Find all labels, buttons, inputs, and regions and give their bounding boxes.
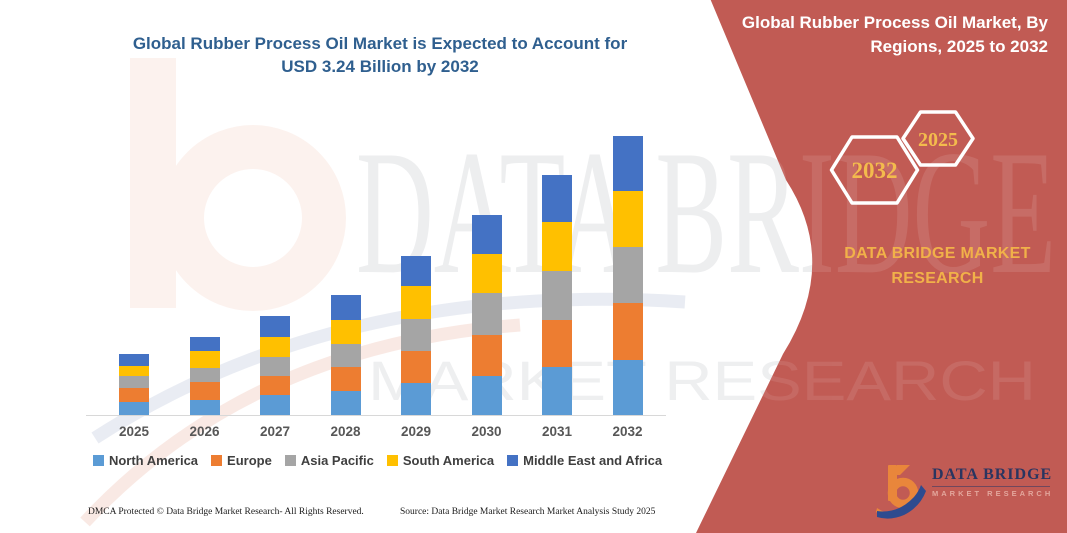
bar-segment-south-america-2029 xyxy=(401,286,431,319)
bar-segment-south-america-2026 xyxy=(189,350,220,368)
stacked-bar-2029 xyxy=(401,255,431,415)
side-panel-shape xyxy=(696,0,1067,533)
legend-label-asia-pacific: Asia Pacific xyxy=(300,453,374,468)
bar-segment-north-america-2028 xyxy=(330,390,361,415)
bar-segment-asia-pacific-2032 xyxy=(612,247,643,304)
legend-item-europe: Europe xyxy=(211,453,272,468)
legend-label-middle-east-and-africa: Middle East and Africa xyxy=(523,453,663,468)
brand-wordmark-panel: DATA BRIDGE MARKET RESEARCH xyxy=(835,241,1040,291)
bar-segment-middle-east-and-africa-2031 xyxy=(542,175,572,223)
bar-segment-north-america-2030 xyxy=(471,376,502,415)
bar-segment-middle-east-and-africa-2030 xyxy=(471,214,502,255)
bar-segment-asia-pacific-2025 xyxy=(119,376,149,389)
brand-wordmark-line1: DATA BRIDGE MARKET xyxy=(844,245,1031,262)
bar-segment-north-america-2025 xyxy=(119,402,149,415)
bar-segment-asia-pacific-2029 xyxy=(401,318,431,351)
bar-segment-europe-2030 xyxy=(471,335,502,377)
bar-segment-south-america-2025 xyxy=(119,366,149,377)
chart-title: Global Rubber Process Oil Market is Expe… xyxy=(70,32,690,78)
legend-label-europe: Europe xyxy=(227,453,272,468)
legend-item-middle-east-and-africa: Middle East and Africa xyxy=(507,453,662,468)
side-panel-title: Global Rubber Process Oil Market, By Reg… xyxy=(728,11,1048,59)
bar-segment-asia-pacific-2030 xyxy=(471,292,502,336)
stacked-bar-2032 xyxy=(612,136,643,415)
bar-segment-north-america-2032 xyxy=(612,360,643,415)
bar-segment-middle-east-and-africa-2027 xyxy=(260,316,290,337)
x-axis-labels: 2025 2026 2027 2028 2029 2030 2031 2032 xyxy=(85,424,670,444)
legend-item-south-america: South America xyxy=(386,453,495,468)
bar-segment-south-america-2031 xyxy=(542,222,572,272)
legend-item-north-america: North America xyxy=(92,453,199,468)
stacked-bar-2025 xyxy=(119,354,149,415)
year-hexagon-badges: 2032 2025 xyxy=(829,110,975,205)
bar-segment-north-america-2029 xyxy=(401,383,431,415)
hexagon-2032-label: 2032 xyxy=(852,158,898,183)
legend-swatch-south-america xyxy=(386,455,398,466)
hexagon-2025-label: 2025 xyxy=(918,129,958,151)
chart-title-line2: USD 3.24 Billion by 2032 xyxy=(281,57,479,76)
x-axis-label-2032: 2032 xyxy=(612,424,643,439)
x-axis-label-2031: 2031 xyxy=(541,424,573,439)
side-panel-title-line1: Global Rubber Process Oil Market, By xyxy=(741,13,1048,32)
x-axis-label-2027: 2027 xyxy=(259,424,291,439)
bar-segment-south-america-2028 xyxy=(330,320,361,344)
bar-segment-middle-east-and-africa-2028 xyxy=(330,294,361,321)
bar-segment-europe-2028 xyxy=(330,366,361,391)
brand-wordmark-line2: RESEARCH xyxy=(891,270,984,287)
bar-segment-middle-east-and-africa-2025 xyxy=(119,354,149,367)
bar-segment-europe-2027 xyxy=(260,376,290,396)
x-axis-label-2030: 2030 xyxy=(471,424,502,439)
bar-segment-asia-pacific-2026 xyxy=(189,367,220,383)
legend-label-north-america: North America xyxy=(108,453,199,468)
bar-segment-asia-pacific-2027 xyxy=(260,356,290,377)
chart-legend: North America Europe Asia Pacific South Ame… xyxy=(80,453,675,468)
bar-segment-europe-2026 xyxy=(189,382,220,400)
footer-copyright: DMCA Protected © Data Bridge Market Rese… xyxy=(88,507,364,517)
company-logo-words: DATA BRIDGE MARKET RESEARCH xyxy=(932,466,1054,498)
x-axis-line xyxy=(86,415,666,416)
bar-segment-asia-pacific-2031 xyxy=(542,271,572,320)
bar-segment-europe-2025 xyxy=(119,388,149,403)
bar-segment-north-america-2026 xyxy=(189,399,220,415)
bar-segment-europe-2029 xyxy=(401,350,431,384)
x-axis-label-2026: 2026 xyxy=(189,424,220,439)
side-panel-title-line2: Regions, 2025 to 2032 xyxy=(870,37,1048,56)
stacked-bar-2027 xyxy=(260,316,290,415)
watermark-b-logo-icon xyxy=(80,58,686,527)
bar-segment-south-america-2030 xyxy=(471,254,502,293)
bar-segment-north-america-2031 xyxy=(542,366,572,415)
x-axis-label-2028: 2028 xyxy=(330,424,361,439)
bar-segment-asia-pacific-2028 xyxy=(330,343,361,367)
stacked-bar-2028 xyxy=(330,294,361,415)
bar-segment-south-america-2027 xyxy=(260,336,290,357)
legend-swatch-europe xyxy=(211,455,223,466)
chart-title-line1: Global Rubber Process Oil Market is Expe… xyxy=(132,34,628,53)
legend-swatch-middle-east-and-africa xyxy=(507,455,519,466)
bar-chart-plot-area xyxy=(85,0,670,415)
bar-segment-south-america-2032 xyxy=(612,191,643,248)
legend-swatch-asia-pacific xyxy=(284,455,296,466)
stacked-bar-2030 xyxy=(471,214,502,415)
company-logo-name: DATA BRIDGE xyxy=(932,466,1051,487)
bar-segment-europe-2031 xyxy=(542,319,572,367)
bar-segment-europe-2032 xyxy=(612,303,643,360)
stacked-bar-2031 xyxy=(542,175,572,415)
bar-segment-middle-east-and-africa-2029 xyxy=(401,255,431,287)
bar-segment-middle-east-and-africa-2032 xyxy=(612,136,643,192)
x-axis-label-2025: 2025 xyxy=(118,424,150,439)
hexagon-2025-outline xyxy=(901,110,975,167)
legend-item-asia-pacific: Asia Pacific xyxy=(284,453,374,468)
company-logo-subtitle: MARKET RESEARCH xyxy=(932,489,1054,498)
bar-segment-middle-east-and-africa-2026 xyxy=(189,336,220,351)
hexagon-2032-outline xyxy=(829,135,920,205)
company-logo-icon xyxy=(876,465,926,519)
stacked-bar-2026 xyxy=(189,336,220,415)
x-axis-label-2029: 2029 xyxy=(400,424,432,439)
legend-swatch-north-america xyxy=(92,455,104,466)
legend-label-south-america: South America xyxy=(402,453,495,468)
footer-source: Source: Data Bridge Market Research Mark… xyxy=(400,507,656,517)
bar-segment-north-america-2027 xyxy=(260,395,290,415)
company-logo: DATA BRIDGE MARKET RESEARCH xyxy=(876,459,1051,523)
